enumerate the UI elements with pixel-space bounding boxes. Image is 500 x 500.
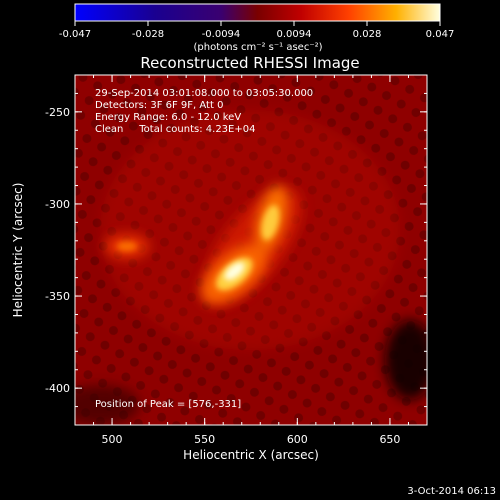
upper-source-core	[261, 205, 280, 241]
x-tick-label: 550	[194, 433, 215, 446]
y-tick-label: -250	[45, 106, 70, 119]
plot-frame	[74, 74, 428, 426]
colorbar-tick-label: 0.047	[426, 29, 455, 40]
y-axis-label: Heliocentric Y (arcsec)	[11, 183, 25, 318]
y-tick-label: -400	[45, 382, 70, 395]
x-axis-ticks: 500 550 600 650	[93, 75, 428, 446]
colorbar-tick-labels: -0.047 -0.028 -0.0094 0.0094 0.028 0.047	[59, 29, 454, 40]
y-axis-ticks: -250 -300 -350 -400	[45, 74, 427, 408]
x-tick-label: 500	[102, 433, 123, 446]
footer-timestamp: 3-Oct-2014 06:13	[407, 486, 496, 497]
annotation-clean-counts: Clean Total counts: 4.23E+04	[95, 124, 255, 135]
main-source-peak	[224, 262, 245, 281]
emission-sources	[104, 185, 303, 305]
colorbar-tick-label: -0.0094	[202, 29, 241, 40]
colorbar-units: (photons cm⁻² s⁻¹ asec⁻²)	[193, 42, 322, 53]
x-tick-label: 650	[379, 433, 400, 446]
peak-position-label: Position of Peak = [576,-331]	[95, 399, 241, 410]
y-tick-label: -350	[45, 290, 70, 303]
secondary-source	[116, 241, 137, 252]
annotation-time-range: 29-Sep-2014 03:01:08.000 to 03:05:30.000	[95, 88, 313, 99]
annotation-detectors: Detectors: 3F 6F 9F, Att 0	[95, 100, 223, 111]
y-tick-label: -300	[45, 198, 70, 211]
colorbar-tick-label: 0.028	[353, 29, 382, 40]
colorbar-ticks	[74, 21, 441, 26]
colorbar: -0.047 -0.028 -0.0094 0.0094 0.028 0.047 (pho…	[59, 3, 454, 53]
heatmap-image	[75, 75, 427, 425]
x-axis-label: Heliocentric X (arcsec)	[183, 448, 319, 462]
colorbar-gradient	[74, 3, 441, 22]
chart-title: Reconstructed RHESSI Image	[140, 54, 359, 72]
colorbar-tick-label: 0.0094	[277, 29, 312, 40]
colorbar-tick-label: -0.047	[59, 29, 91, 40]
x-tick-label: 600	[287, 433, 308, 446]
annotation-energy-range: Energy Range: 6.0 - 12.0 keV	[95, 112, 241, 123]
colorbar-tick-label: -0.028	[132, 29, 164, 40]
annotation-block: 29-Sep-2014 03:01:08.000 to 03:05:30.000…	[95, 88, 313, 135]
